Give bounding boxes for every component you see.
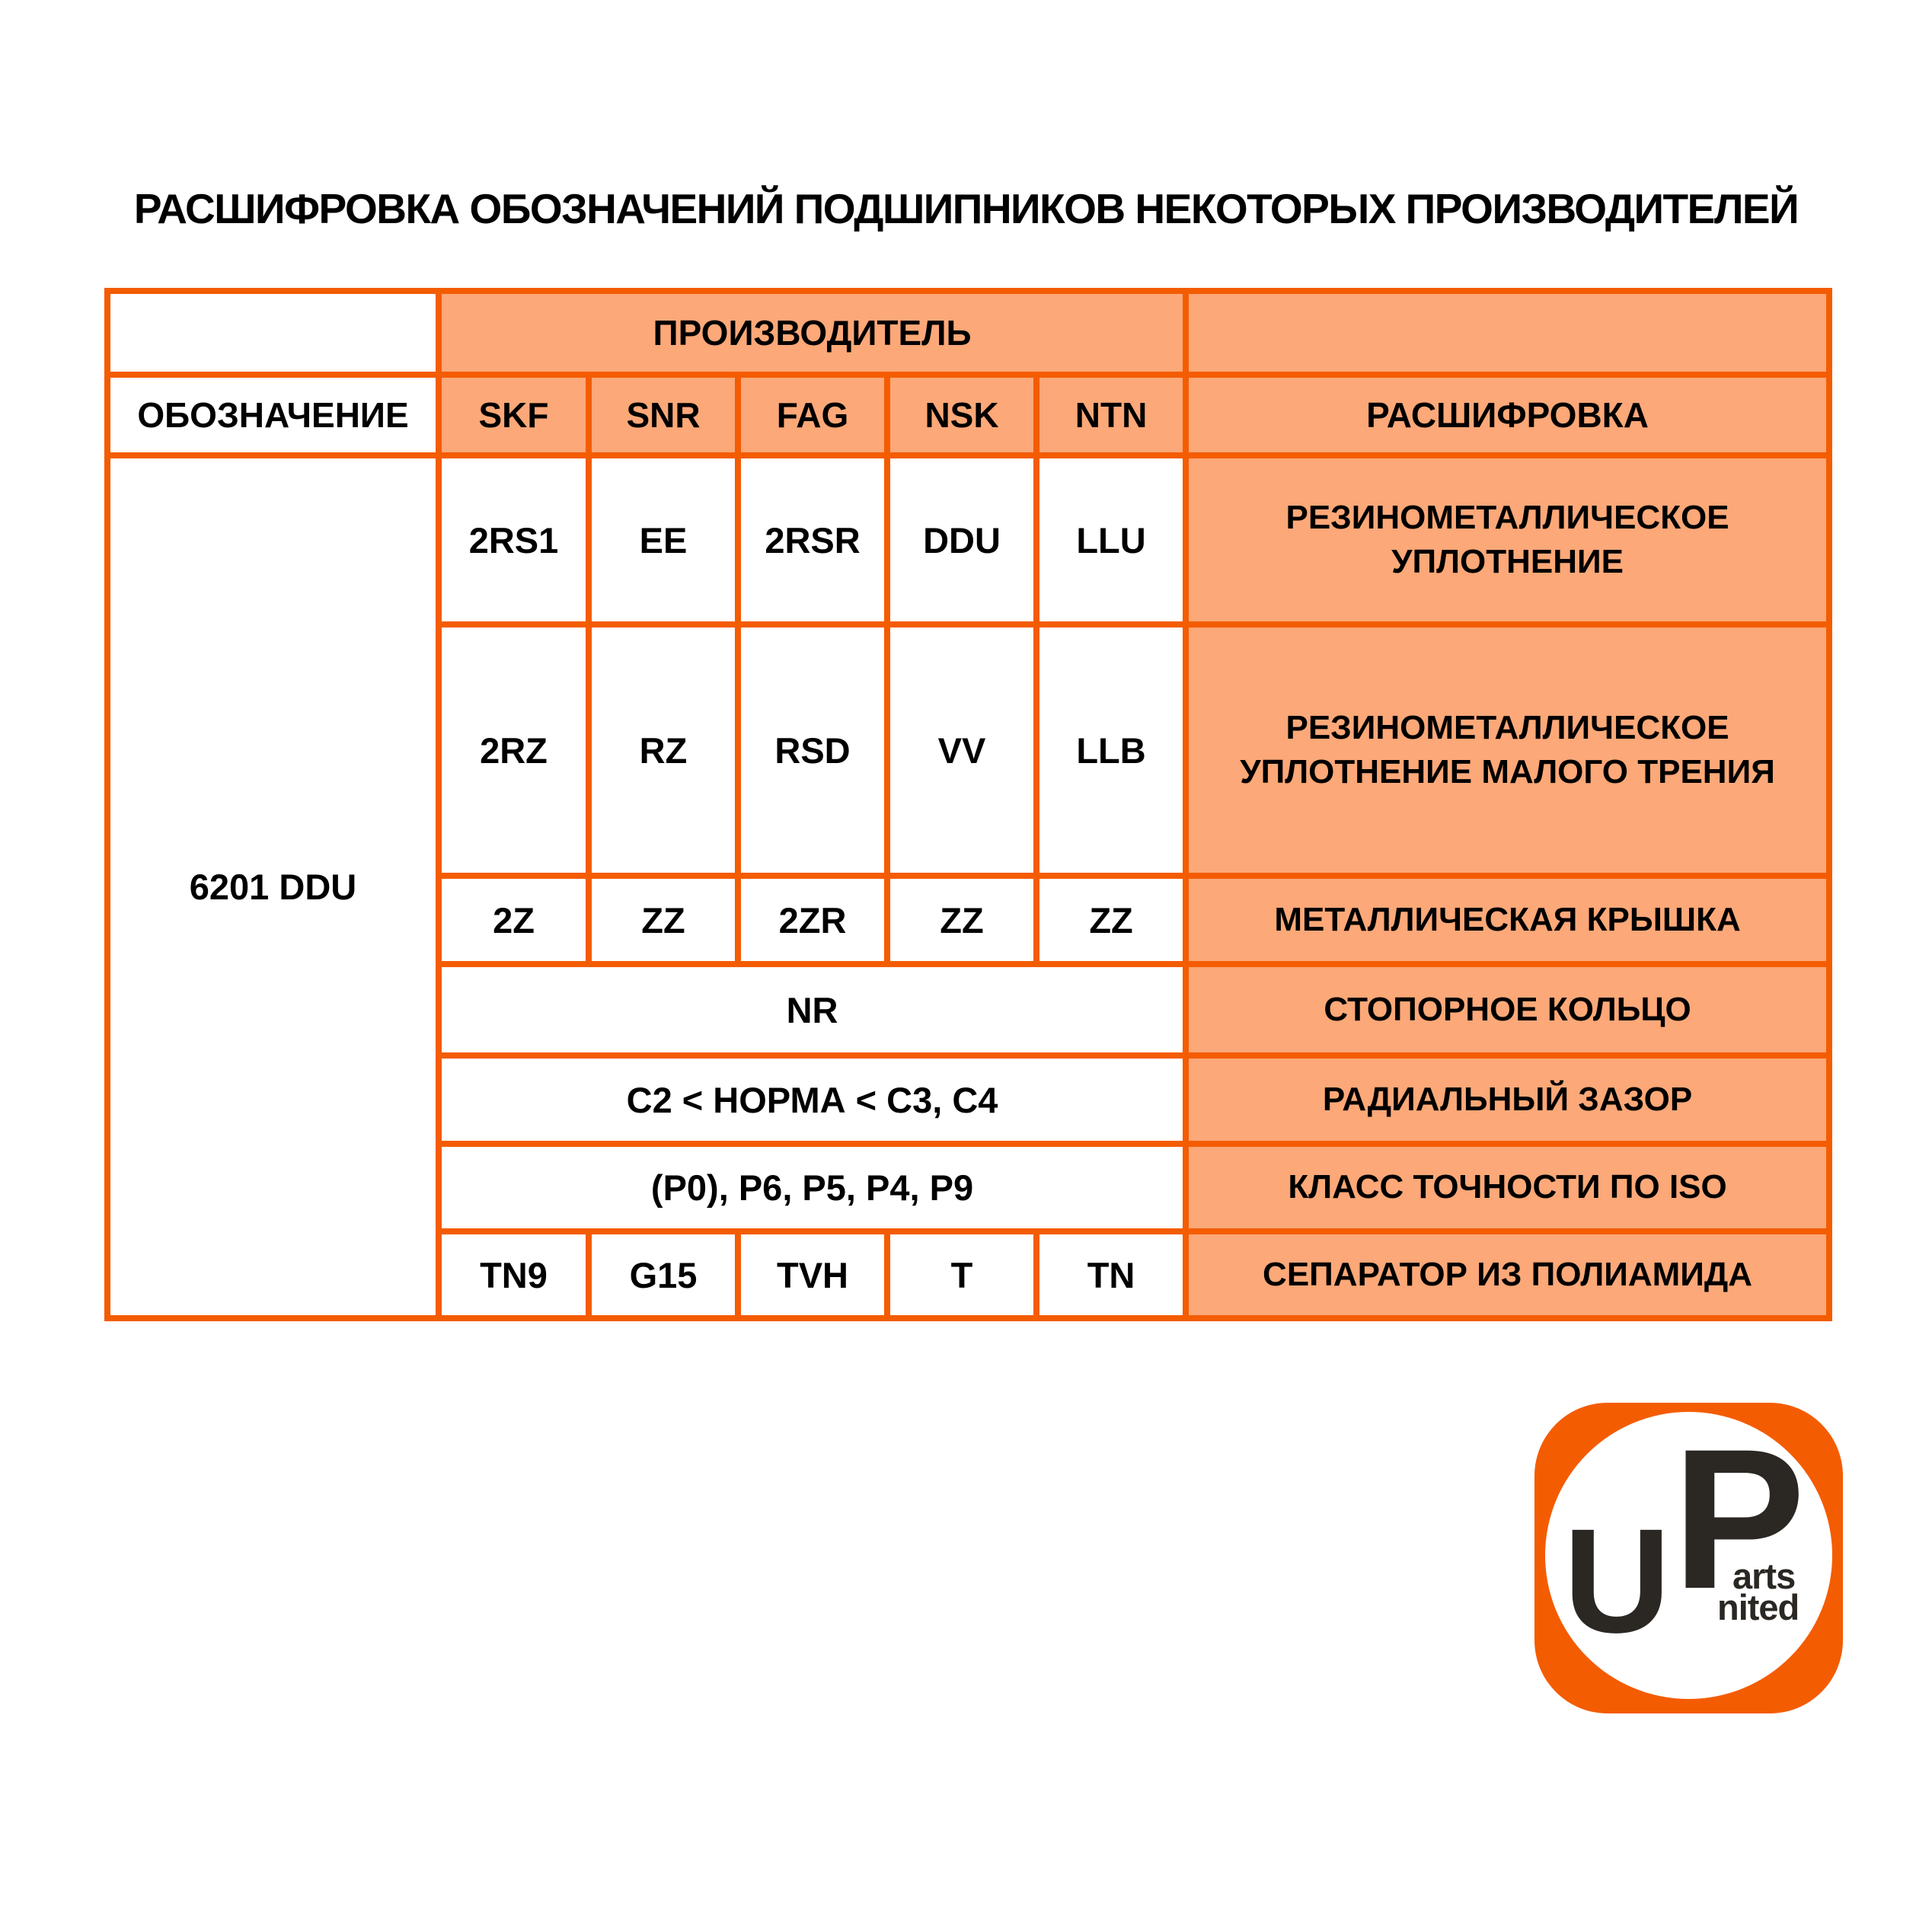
table-row: 2Z ZZ 2ZR ZZ ZZ МЕТАЛЛИЧЕСКАЯ КРЫШКА: [107, 873, 1833, 967]
united-parts-logo: U P arts nited: [1534, 1403, 1843, 1713]
header-row-producer: ПРОИЗВОДИТЕЛЬ: [104, 288, 1833, 378]
table-row: TN9 G15 TVH T TN СЕПАРАТОР ИЗ ПОЛИАМИДА: [107, 1228, 1833, 1321]
table-row: C2 < НОРМА < C3, C4 РАДИАЛЬНЫЙ ЗАЗОР: [107, 1052, 1833, 1147]
value-cell: LLU: [1033, 452, 1190, 628]
value-cell: 2RZ: [436, 621, 592, 879]
page-title: РАСШИФРОВКА ОБОЗНАЧЕНИЙ ПОДШИПНИКОВ НЕКО…: [133, 185, 1799, 232]
value-cell: RZ: [586, 621, 741, 879]
value-cell: ZZ: [1033, 873, 1190, 967]
decoding-cell: РЕЗИНОМЕТАЛЛИЧЕСКОЕ УПЛОТНЕНИЕ: [1183, 452, 1833, 628]
manufacturer-header-nsk: NSK: [884, 372, 1039, 458]
value-cell: TN9: [436, 1228, 592, 1321]
value-cell: TVH: [735, 1228, 890, 1321]
decoding-cell: СЕПАРАТОР ИЗ ПОЛИАМИДА: [1183, 1228, 1833, 1321]
decoding-cell: КЛАСС ТОЧНОСТИ ПО ISO: [1183, 1141, 1833, 1234]
value-span-cell: NR: [435, 961, 1190, 1059]
logo-word-arts: arts: [1732, 1556, 1796, 1596]
designation-value-cell: 6201 DDU: [104, 452, 442, 1321]
table-row: (P0), P6, P5, P4, P9 КЛАСС ТОЧНОСТИ ПО I…: [107, 1141, 1833, 1234]
manufacturer-header-skf: SKF: [436, 372, 592, 458]
value-cell: VV: [884, 621, 1039, 879]
value-cell: LLB: [1033, 621, 1190, 879]
value-cell: ZZ: [586, 873, 741, 967]
manufacturer-header-ntn: NTN: [1033, 372, 1190, 458]
value-cell: EE: [586, 452, 741, 628]
value-cell: TN: [1033, 1228, 1190, 1321]
bearing-designation-table: ПРОИЗВОДИТЕЛЬ ОБОЗНАЧЕНИЕ SKF SNR FAG NS…: [104, 288, 1833, 1321]
value-cell: DDU: [884, 452, 1039, 628]
logo-letter-p: P: [1672, 1407, 1806, 1630]
corner-empty-cell: [104, 288, 442, 378]
value-cell: T: [884, 1228, 1039, 1321]
value-cell: 2RSR: [735, 452, 890, 628]
value-cell: G15: [586, 1228, 741, 1321]
logo-circle: [1545, 1412, 1832, 1699]
value-cell: RSD: [735, 621, 890, 879]
decoding-cell: МЕТАЛЛИЧЕСКАЯ КРЫШКА: [1183, 873, 1833, 967]
logo-word-nited: nited: [1717, 1587, 1799, 1627]
decoding-cell: СТОПОРНОЕ КОЛЬЦО: [1183, 961, 1833, 1059]
designation-header-cell: ОБОЗНАЧЕНИЕ: [104, 372, 442, 458]
header-row-columns: ОБОЗНАЧЕНИЕ SKF SNR FAG NSK NTN РАСШИФРО…: [104, 372, 1833, 458]
decoding-header-cell: РАСШИФРОВКА: [1183, 372, 1833, 458]
value-span-cell: C2 < НОРМА < C3, C4: [435, 1052, 1190, 1147]
manufacturer-header-fag: FAG: [735, 372, 890, 458]
value-cell: 2ZR: [735, 873, 890, 967]
manufacturer-header-snr: SNR: [586, 372, 741, 458]
table-row: 6201 DDU 2RS1 EE 2RSR DDU LLU РЕЗИНОМЕТА…: [104, 452, 1833, 1321]
decoding-cell: РАДИАЛЬНЫЙ ЗАЗОР: [1183, 1052, 1833, 1147]
table-row: 2RZ RZ RSD VV LLB РЕЗИНОМЕТАЛЛИЧЕСКОЕ УП…: [107, 621, 1833, 879]
value-cell: 2Z: [436, 873, 592, 967]
value-span-cell: (P0), P6, P5, P4, P9: [435, 1141, 1190, 1234]
value-cell: 2RS1: [436, 452, 592, 628]
producer-header-cell: ПРОИЗВОДИТЕЛЬ: [435, 288, 1190, 378]
top-right-empty-cell: [1183, 288, 1833, 378]
logo-letter-u: U: [1563, 1498, 1671, 1664]
decoding-cell: РЕЗИНОМЕТАЛЛИЧЕСКОЕ УПЛОТНЕНИЕ МАЛОГО ТР…: [1183, 621, 1833, 879]
value-cell: ZZ: [884, 873, 1039, 967]
table-row: NR СТОПОРНОЕ КОЛЬЦО: [107, 961, 1833, 1059]
